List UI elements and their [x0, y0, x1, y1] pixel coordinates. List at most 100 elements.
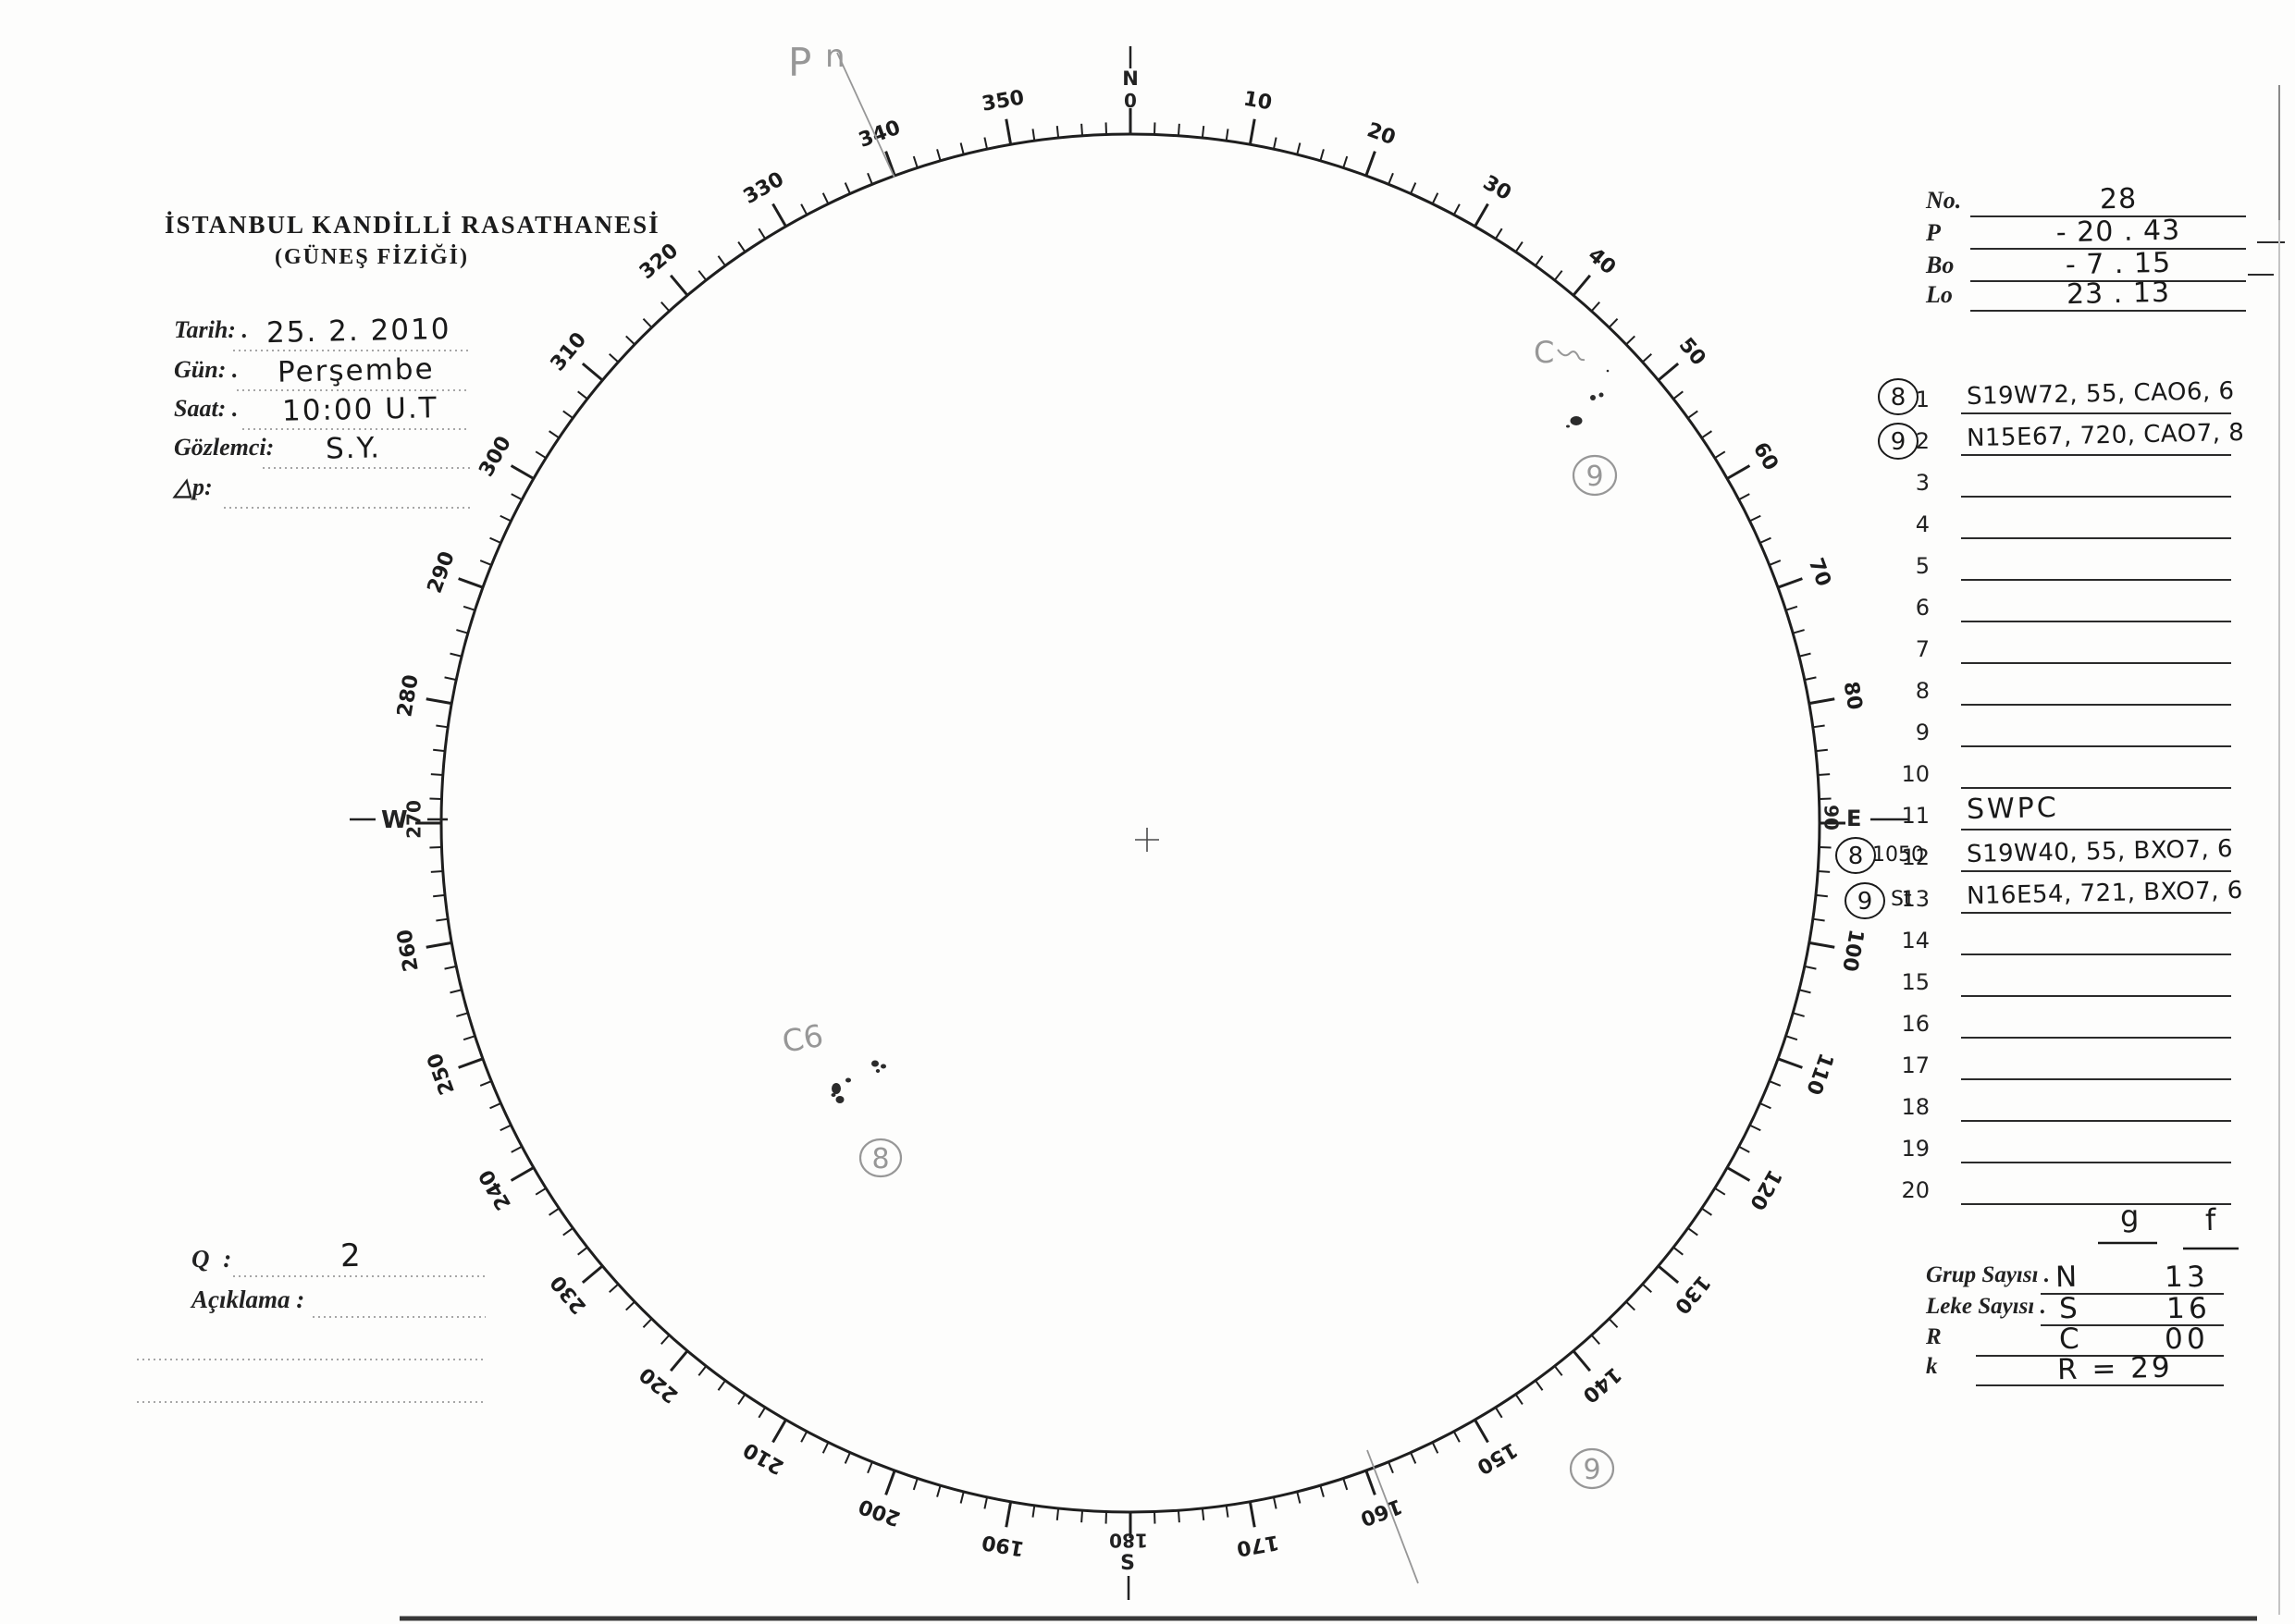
- minor-tick: [549, 1207, 560, 1216]
- summary-label: Grup Sayısı .: [1926, 1262, 2051, 1287]
- minor-tick: [642, 1318, 653, 1328]
- q-label: Q :: [191, 1245, 236, 1273]
- minor-tick: [983, 137, 989, 150]
- minor-tick: [1792, 1012, 1805, 1017]
- degree-label: 160: [1357, 1494, 1405, 1530]
- minor-tick: [1553, 1365, 1563, 1376]
- row-entry: N15E67, 720, CAO7, 8: [1966, 418, 2245, 453]
- pencil-note: C6: [780, 1017, 826, 1060]
- sunspot: [871, 1060, 879, 1067]
- row-number: 3: [1915, 470, 1930, 496]
- minor-tick: [642, 318, 653, 328]
- major-tick: [1248, 118, 1256, 145]
- minor-tick: [430, 773, 443, 777]
- minor-tick: [1687, 1227, 1698, 1236]
- minor-tick: [959, 142, 965, 155]
- ink-circle: [1878, 378, 1919, 415]
- row-number: 17: [1901, 1052, 1930, 1078]
- row-number: 2: [1915, 428, 1930, 454]
- minor-tick: [1792, 629, 1805, 634]
- major-tick: [1657, 1264, 1680, 1285]
- degree-label: 280: [393, 673, 424, 720]
- major-tick: [669, 1349, 689, 1372]
- summary-value: C: [2058, 1322, 2083, 1357]
- degree-label: 80: [1838, 680, 1866, 712]
- col-header-f: f: [2204, 1201, 2217, 1238]
- minor-tick: [1388, 172, 1394, 185]
- minor-tick: [1701, 430, 1712, 439]
- row-entry: S19W72, 55, CAO6, 6: [1966, 376, 2235, 412]
- major-tick: [1474, 203, 1489, 228]
- ephemeris-value: 23 . 13: [2066, 276, 2171, 312]
- row-number: 7: [1915, 636, 1930, 662]
- row-margin-note: St: [1891, 888, 1912, 911]
- major-tick: [1726, 1166, 1751, 1182]
- degree-label: 10: [1241, 88, 1274, 116]
- minor-tick: [737, 1394, 746, 1405]
- ephemeris-value: 28: [2099, 182, 2138, 216]
- ephemeris-label: No.: [1926, 187, 1962, 214]
- minor-tick: [1759, 536, 1771, 544]
- minor-tick: [1625, 1300, 1635, 1311]
- minor-tick: [1535, 255, 1544, 266]
- degree-label: 190: [981, 1530, 1027, 1560]
- major-tick: [669, 274, 689, 297]
- minor-tick: [511, 493, 523, 501]
- degree-label: 70: [1804, 555, 1835, 589]
- row-number: 9: [1915, 720, 1930, 745]
- minor-tick: [1388, 1461, 1394, 1474]
- minor-tick: [433, 893, 446, 898]
- minor-tick: [1818, 869, 1831, 873]
- minor-tick: [1818, 773, 1831, 777]
- minor-tick: [1410, 182, 1417, 194]
- minor-tick: [456, 629, 469, 634]
- minor-tick: [1080, 123, 1084, 136]
- sunspot: [1570, 416, 1583, 425]
- minor-tick: [1225, 1505, 1229, 1518]
- minor-tick: [1431, 1442, 1439, 1454]
- minor-tick: [609, 353, 620, 363]
- pencil-note: C: [1534, 335, 1554, 370]
- minor-tick: [959, 1491, 965, 1504]
- row-number: 20: [1901, 1177, 1930, 1203]
- minor-tick: [1177, 1510, 1180, 1523]
- degree-label: 100: [1837, 928, 1868, 974]
- row-entry: N16E54, 721, BXO7, 6: [1966, 876, 2244, 911]
- degree-label: 140: [1578, 1362, 1625, 1408]
- ephemeris-label: Bo: [1926, 252, 1955, 278]
- row-number: 12: [1901, 844, 1930, 870]
- major-tick: [1474, 1419, 1489, 1444]
- minor-tick: [1177, 123, 1180, 136]
- east-degree: 90: [1820, 805, 1843, 830]
- major-tick: [884, 1470, 896, 1495]
- major-tick: [1726, 464, 1751, 480]
- minor-tick: [1769, 560, 1782, 566]
- row-number: 4: [1915, 511, 1930, 537]
- minor-tick: [562, 410, 574, 419]
- summary-value: 1: [2165, 1291, 2189, 1326]
- minor-tick: [577, 390, 588, 400]
- minor-tick: [1749, 1124, 1761, 1132]
- ephemeris-value: - 20 . 43: [2055, 214, 2181, 250]
- row-number: 16: [1901, 1011, 1930, 1037]
- minor-tick: [821, 192, 830, 204]
- field-label: Saat: .: [174, 395, 239, 422]
- minor-tick: [1494, 228, 1503, 240]
- west-letter: W: [381, 806, 408, 834]
- minor-tick: [489, 1102, 501, 1110]
- minor-tick: [1590, 1334, 1600, 1345]
- degree-label: 150: [1473, 1437, 1521, 1479]
- minor-tick: [1714, 450, 1726, 460]
- minor-tick: [936, 149, 942, 162]
- summary-value: N: [2054, 1260, 2080, 1295]
- degree-label: 30: [1479, 171, 1515, 205]
- major-tick: [1777, 577, 1803, 589]
- minor-tick: [535, 450, 547, 460]
- row-number: 18: [1901, 1094, 1930, 1120]
- degree-label: 210: [740, 1437, 788, 1479]
- minor-tick: [1714, 1187, 1726, 1196]
- minor-tick: [1769, 1080, 1782, 1087]
- minor-tick: [1494, 1407, 1503, 1419]
- minor-tick: [500, 514, 512, 523]
- summary-value: 1: [2164, 1260, 2187, 1295]
